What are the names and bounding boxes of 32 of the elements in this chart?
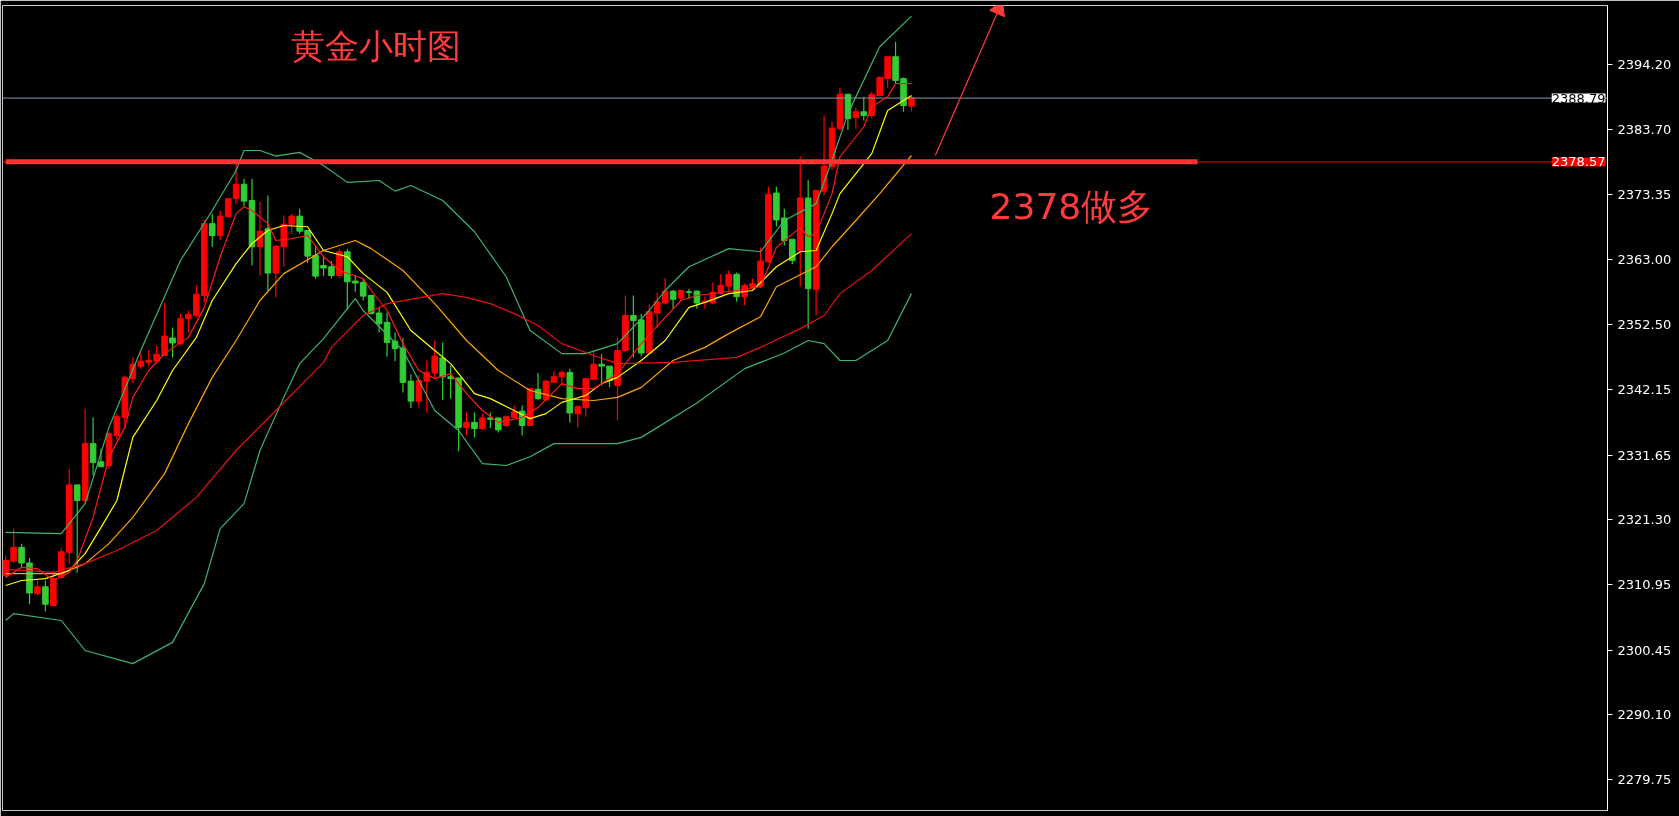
candlestick	[336, 248, 343, 279]
candlestick	[232, 163, 240, 205]
line-series	[5, 15, 913, 535]
y-tick-label: 2363.00	[1617, 251, 1672, 267]
candlestick	[42, 579, 49, 612]
y-tick-label: 2321.30	[1617, 512, 1672, 528]
line-series	[5, 293, 913, 665]
annotation: 2378做多	[989, 186, 1154, 228]
y-tick-label: 2352.50	[1617, 317, 1672, 333]
candlestick	[18, 543, 25, 568]
y-tick-label: 2373.35	[1617, 187, 1672, 203]
candlestick	[240, 178, 248, 207]
y-tick-label: 2383.70	[1617, 122, 1672, 138]
candlestick	[852, 106, 860, 130]
candlestick	[685, 288, 693, 300]
candlestick	[89, 416, 97, 477]
candlestick	[463, 411, 470, 437]
y-tick-label: 2394.20	[1617, 56, 1672, 72]
ref-line-label: 2388.79	[1551, 90, 1606, 106]
y-tick-label: 2290.10	[1617, 707, 1672, 723]
candlestick	[169, 326, 176, 358]
text: 黄金小时图	[291, 25, 462, 66]
y-tick-label: 2300.45	[1617, 642, 1672, 658]
candlestick	[208, 213, 216, 248]
ref-line-label: 2378.57	[1551, 154, 1606, 170]
candlestick	[288, 213, 295, 235]
y-tick-label: 2331.65	[1617, 447, 1672, 463]
y-tick-label: 2342.15	[1617, 382, 1672, 398]
candlestick	[73, 484, 81, 573]
y-tick-label: 2279.75	[1617, 772, 1672, 788]
candlestick	[471, 411, 478, 438]
y-tick-label: 2310.95	[1617, 577, 1672, 593]
